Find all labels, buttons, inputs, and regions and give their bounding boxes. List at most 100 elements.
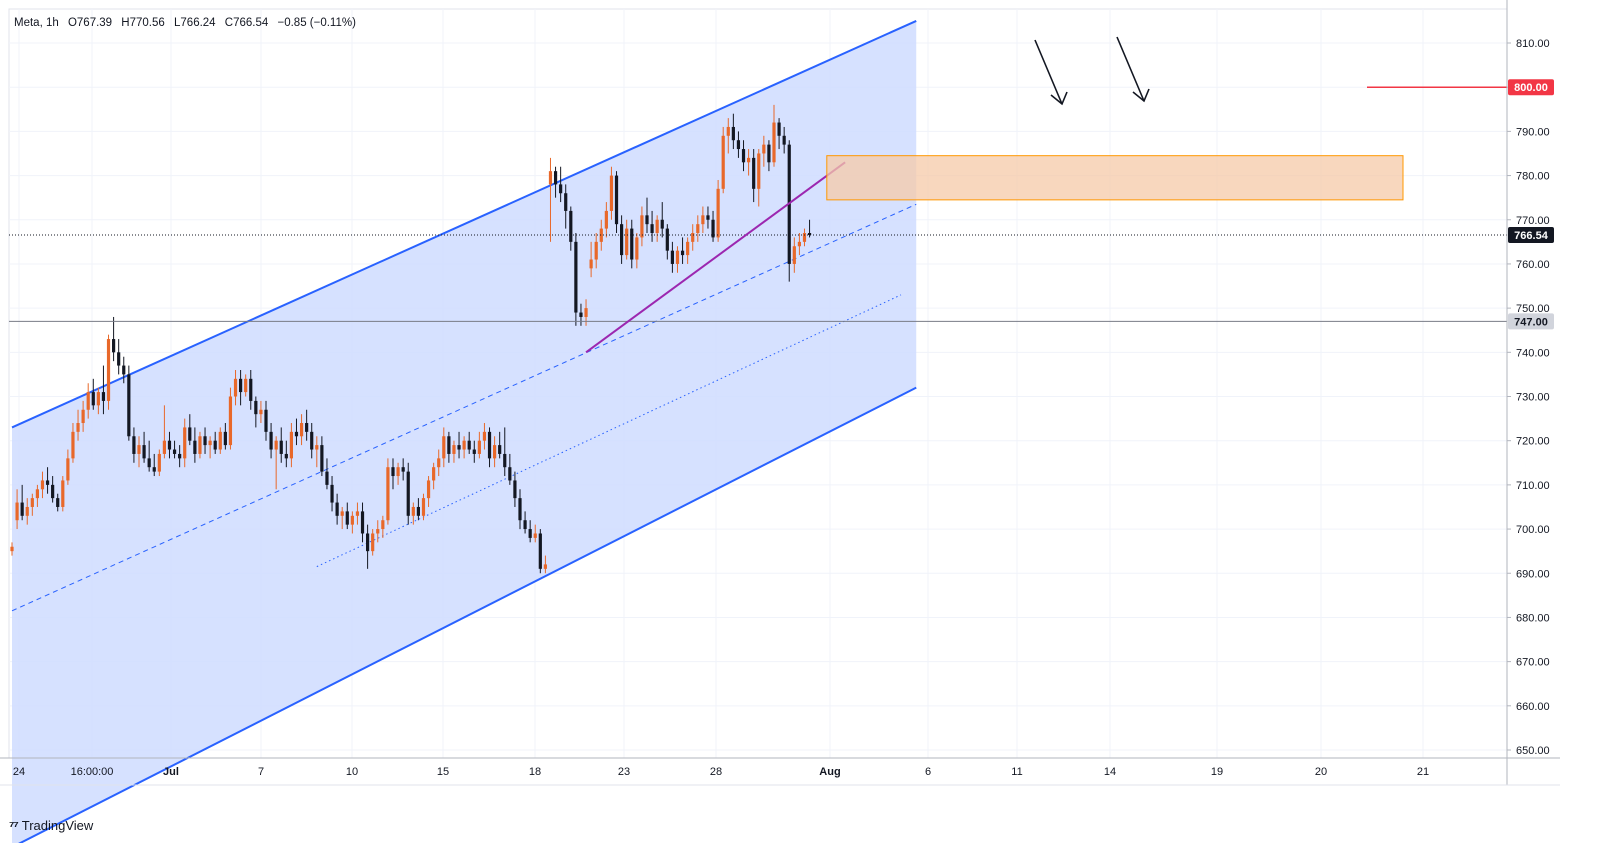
candle-up: [721, 135, 725, 189]
candle-down: [741, 149, 746, 163]
candle-up: [81, 409, 85, 424]
candle-down: [91, 392, 95, 406]
candle-down: [269, 431, 273, 450]
trendline: [585, 161, 846, 354]
candle-down: [564, 193, 568, 211]
legend-change: −0.85 (−0.11%): [278, 17, 357, 29]
candle-down: [366, 533, 370, 552]
candle-down: [101, 392, 106, 401]
x-tick-label: 24: [13, 766, 25, 778]
candle-up: [421, 498, 426, 516]
candle-down: [528, 529, 532, 538]
y-tick-label: 740.00: [1516, 347, 1550, 359]
candle-up: [30, 498, 34, 507]
candle-up: [437, 458, 441, 468]
x-tick-label: 7: [258, 766, 264, 778]
candle-down: [239, 378, 243, 393]
candle-down: [172, 449, 177, 454]
candle-down: [569, 210, 573, 242]
candle-down: [335, 502, 339, 516]
candle-down: [731, 126, 735, 141]
price-tag-bg: [1508, 79, 1554, 96]
candle-down: [294, 431, 299, 437]
candle-down: [447, 436, 451, 454]
channel-lower-line: [18, 386, 917, 843]
x-tick-label: Jul: [163, 766, 179, 778]
tradingview-brand[interactable]: ⁷⁷ TradingView: [9, 818, 93, 833]
annotations[interactable]: [9, 36, 1507, 354]
candle-down: [188, 427, 192, 441]
candle-up: [482, 431, 487, 441]
x-tick-label: 14: [1104, 766, 1116, 778]
candle-up: [411, 506, 415, 516]
candle-up: [716, 188, 720, 238]
candle-up: [625, 228, 629, 256]
candle-down: [574, 241, 578, 313]
candle-down: [325, 471, 329, 485]
candle-up: [340, 511, 344, 516]
candle-up: [106, 339, 111, 401]
candle-down: [670, 250, 674, 264]
legend-high-label: H: [121, 17, 129, 29]
legend-open: 767.39: [77, 17, 112, 29]
candle-down: [457, 445, 461, 450]
price-tag-label: 766.54: [1514, 230, 1549, 242]
x-tick-label: 10: [346, 766, 358, 778]
legend-close-label: C: [225, 17, 233, 29]
channel-fill: [12, 20, 917, 843]
down-arrow-head: [1132, 88, 1150, 103]
candle-up: [228, 396, 233, 446]
price-tag-label: 747.00: [1514, 316, 1548, 328]
candle-up: [432, 467, 436, 481]
candle-down: [487, 431, 492, 459]
candle-down: [147, 458, 151, 468]
candle-up: [635, 237, 639, 260]
candle-up: [493, 445, 497, 459]
candle-up: [25, 506, 29, 516]
supply-zone: [826, 155, 1404, 201]
candle-down: [579, 312, 583, 317]
candle-down: [284, 453, 288, 459]
candle-down: [472, 449, 476, 454]
candle-up: [208, 440, 212, 446]
candle-up: [40, 480, 45, 490]
candle-down: [132, 436, 136, 454]
candle-down: [117, 352, 121, 366]
candle-down: [305, 423, 309, 432]
candle-down: [330, 484, 334, 503]
x-tick-label: 6: [925, 766, 931, 778]
candle-down: [614, 175, 619, 225]
candle-down: [320, 445, 324, 472]
candle-up: [183, 427, 187, 459]
candle-down: [401, 467, 405, 472]
candle-up: [477, 440, 481, 454]
candle-down: [777, 122, 781, 136]
y-tick-label: 750.00: [1516, 303, 1550, 315]
candle-up: [594, 241, 598, 260]
candle-up: [655, 219, 659, 234]
candle-up: [584, 308, 588, 317]
y-tick-label: 680.00: [1516, 612, 1550, 624]
x-tick-label: Aug: [819, 766, 840, 778]
candle-up: [426, 480, 431, 499]
candle-down: [45, 480, 50, 485]
candle-down: [112, 339, 116, 353]
candle-down: [279, 440, 283, 454]
x-tick-label: 21: [1417, 766, 1429, 778]
candle-up: [66, 458, 70, 481]
candle-down: [518, 498, 522, 521]
y-tick-label: 810.00: [1516, 38, 1550, 50]
candle-down: [264, 409, 268, 432]
legend-low-label: L: [174, 17, 181, 29]
legend-low: 766.24: [180, 17, 216, 29]
candle-down: [665, 228, 669, 251]
candle-up: [259, 409, 263, 415]
candle-up: [686, 241, 690, 256]
candle-up: [371, 533, 375, 552]
candle-up: [762, 144, 766, 154]
y-tick-label: 670.00: [1516, 657, 1550, 669]
regression-channel[interactable]: [11, 19, 917, 843]
candle-down: [620, 224, 624, 256]
candle-up: [376, 529, 380, 534]
